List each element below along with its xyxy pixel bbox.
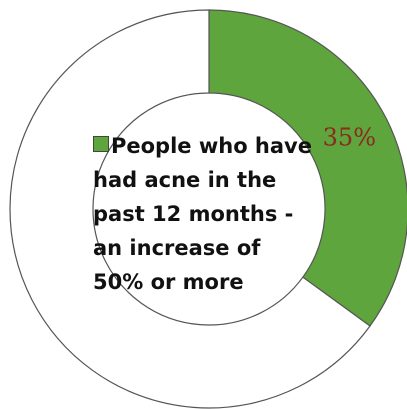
slice-1 <box>9 9 371 409</box>
legend: People who have had acne in the past 12 … <box>93 129 313 299</box>
legend-entry-acne: People who have had acne in the past 12 … <box>93 134 312 294</box>
slices-group <box>9 9 407 409</box>
data-label-acne-share: 35% <box>323 123 376 151</box>
legend-swatch-acne <box>93 136 109 152</box>
slice-0 <box>208 9 407 327</box>
